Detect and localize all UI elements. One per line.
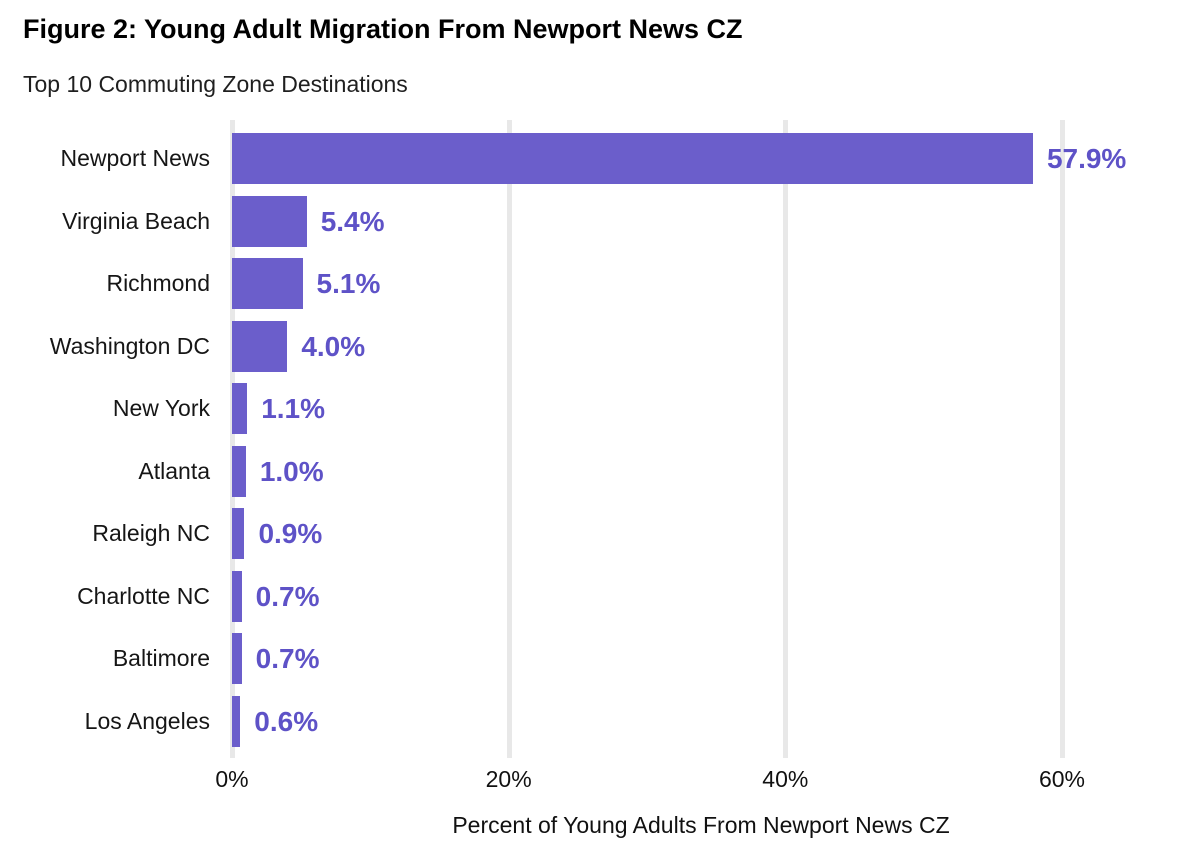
x-tick-label: 60% (1038, 766, 1086, 792)
value-label: 5.4% (320, 205, 385, 237)
bar (232, 695, 241, 747)
category-label: Washington DC (49, 332, 210, 359)
value-label: 1.0% (259, 455, 324, 487)
gridline (1060, 120, 1065, 758)
category-label: Raleigh NC (92, 520, 210, 546)
x-tick-label: 0% (215, 766, 249, 792)
gridline (506, 120, 512, 758)
bar (232, 445, 246, 497)
bar (232, 133, 1033, 184)
category-label: New York (112, 395, 210, 421)
gridline (230, 120, 235, 758)
category-label: Atlanta (138, 457, 210, 484)
value-label: 0.9% (258, 518, 323, 549)
value-label: 4.0% (301, 330, 366, 362)
value-label: 57.9% (1046, 143, 1127, 174)
bar (232, 570, 242, 622)
value-label: 0.7% (255, 643, 320, 674)
category-label: Baltimore (112, 645, 210, 671)
category-label: Virginia Beach (62, 207, 210, 234)
y-axis-labels: Newport News Virginia Beach Richmond Washin… (0, 120, 210, 758)
bar (232, 195, 307, 247)
value-label: 1.1% (261, 393, 326, 424)
gridline (783, 120, 789, 758)
bar (232, 383, 248, 434)
bar (232, 508, 245, 559)
value-label: 0.6% (254, 705, 319, 737)
category-label: Los Angeles (84, 707, 210, 734)
plot-area: 57.9% 5.4% 5.1% 4.0% 1.1% 1.0% 0.9% 0.7% 0.7% 0.6… (230, 120, 1170, 758)
x-tick-label: 40% (762, 766, 809, 792)
bar (232, 320, 288, 372)
figure-title: Figure 2: Young Adult Migration From New… (23, 14, 743, 44)
bar (232, 258, 303, 309)
category-label: Richmond (106, 270, 210, 296)
category-label: Charlotte NC (77, 582, 210, 609)
category-label: Newport News (60, 145, 210, 171)
bar (232, 633, 242, 684)
value-label: 0.7% (255, 580, 320, 612)
value-label: 5.1% (316, 268, 381, 299)
figure-subtitle: Top 10 Commuting Zone Destinations (23, 71, 408, 97)
x-tick-label: 20% (485, 766, 532, 792)
x-axis-title: Percent of Young Adults From Newport New… (452, 812, 950, 838)
